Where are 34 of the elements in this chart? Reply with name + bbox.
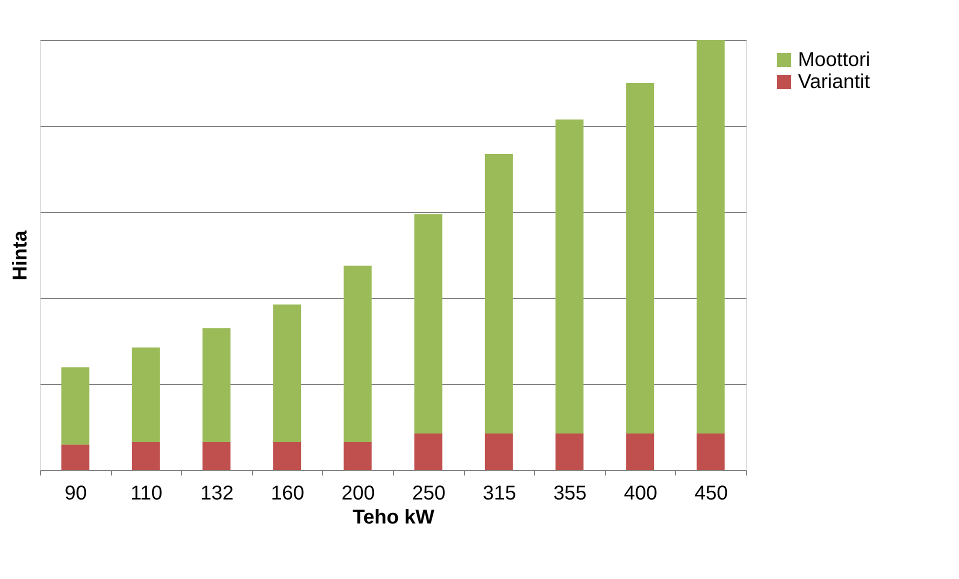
bar — [696, 433, 725, 470]
x-tick-label: 450 — [694, 482, 728, 504]
bar — [132, 347, 160, 442]
bar — [414, 214, 442, 434]
x-tick-label: 160 — [270, 482, 304, 504]
y-axis-title: Hinta — [10, 230, 32, 280]
bar — [484, 154, 513, 434]
bar — [414, 433, 442, 470]
bar — [273, 304, 302, 442]
x-tick-label: 132 — [200, 482, 234, 504]
x-axis-title: Teho kW — [352, 506, 435, 528]
bar — [484, 433, 513, 470]
x-tick-label: 315 — [482, 482, 516, 504]
bar — [556, 433, 584, 470]
bar — [344, 266, 372, 442]
bar — [626, 433, 654, 470]
x-tick-label: 90 — [64, 482, 87, 504]
x-tick-label: 250 — [412, 482, 446, 504]
x-tick-label: 400 — [624, 482, 658, 504]
bar — [626, 83, 654, 434]
x-tick-label: 355 — [553, 482, 587, 504]
x-tick-label: 200 — [342, 482, 375, 504]
bar — [61, 444, 90, 470]
bar — [202, 328, 230, 442]
bar — [202, 442, 230, 470]
bar — [696, 40, 725, 434]
bar — [556, 120, 584, 434]
bar — [132, 442, 160, 470]
bar — [61, 367, 90, 445]
bar — [273, 442, 302, 470]
legend-label: Variantit — [798, 71, 870, 93]
x-tick-label: 110 — [130, 482, 162, 504]
legend-label: Moottori — [798, 49, 870, 71]
bar — [344, 442, 372, 470]
